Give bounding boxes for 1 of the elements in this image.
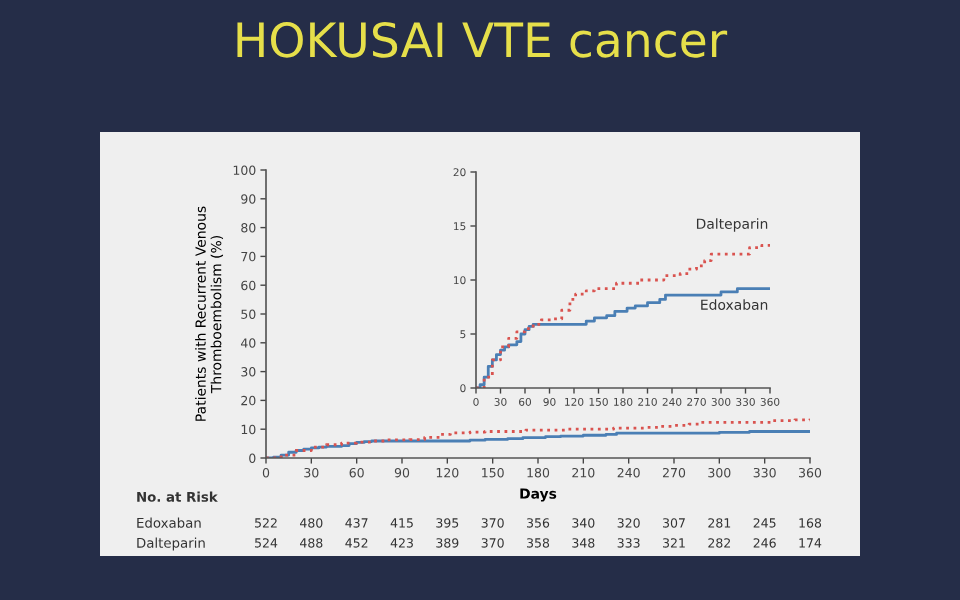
chart-title: HOKUSAI VTE cancer xyxy=(237,21,728,58)
